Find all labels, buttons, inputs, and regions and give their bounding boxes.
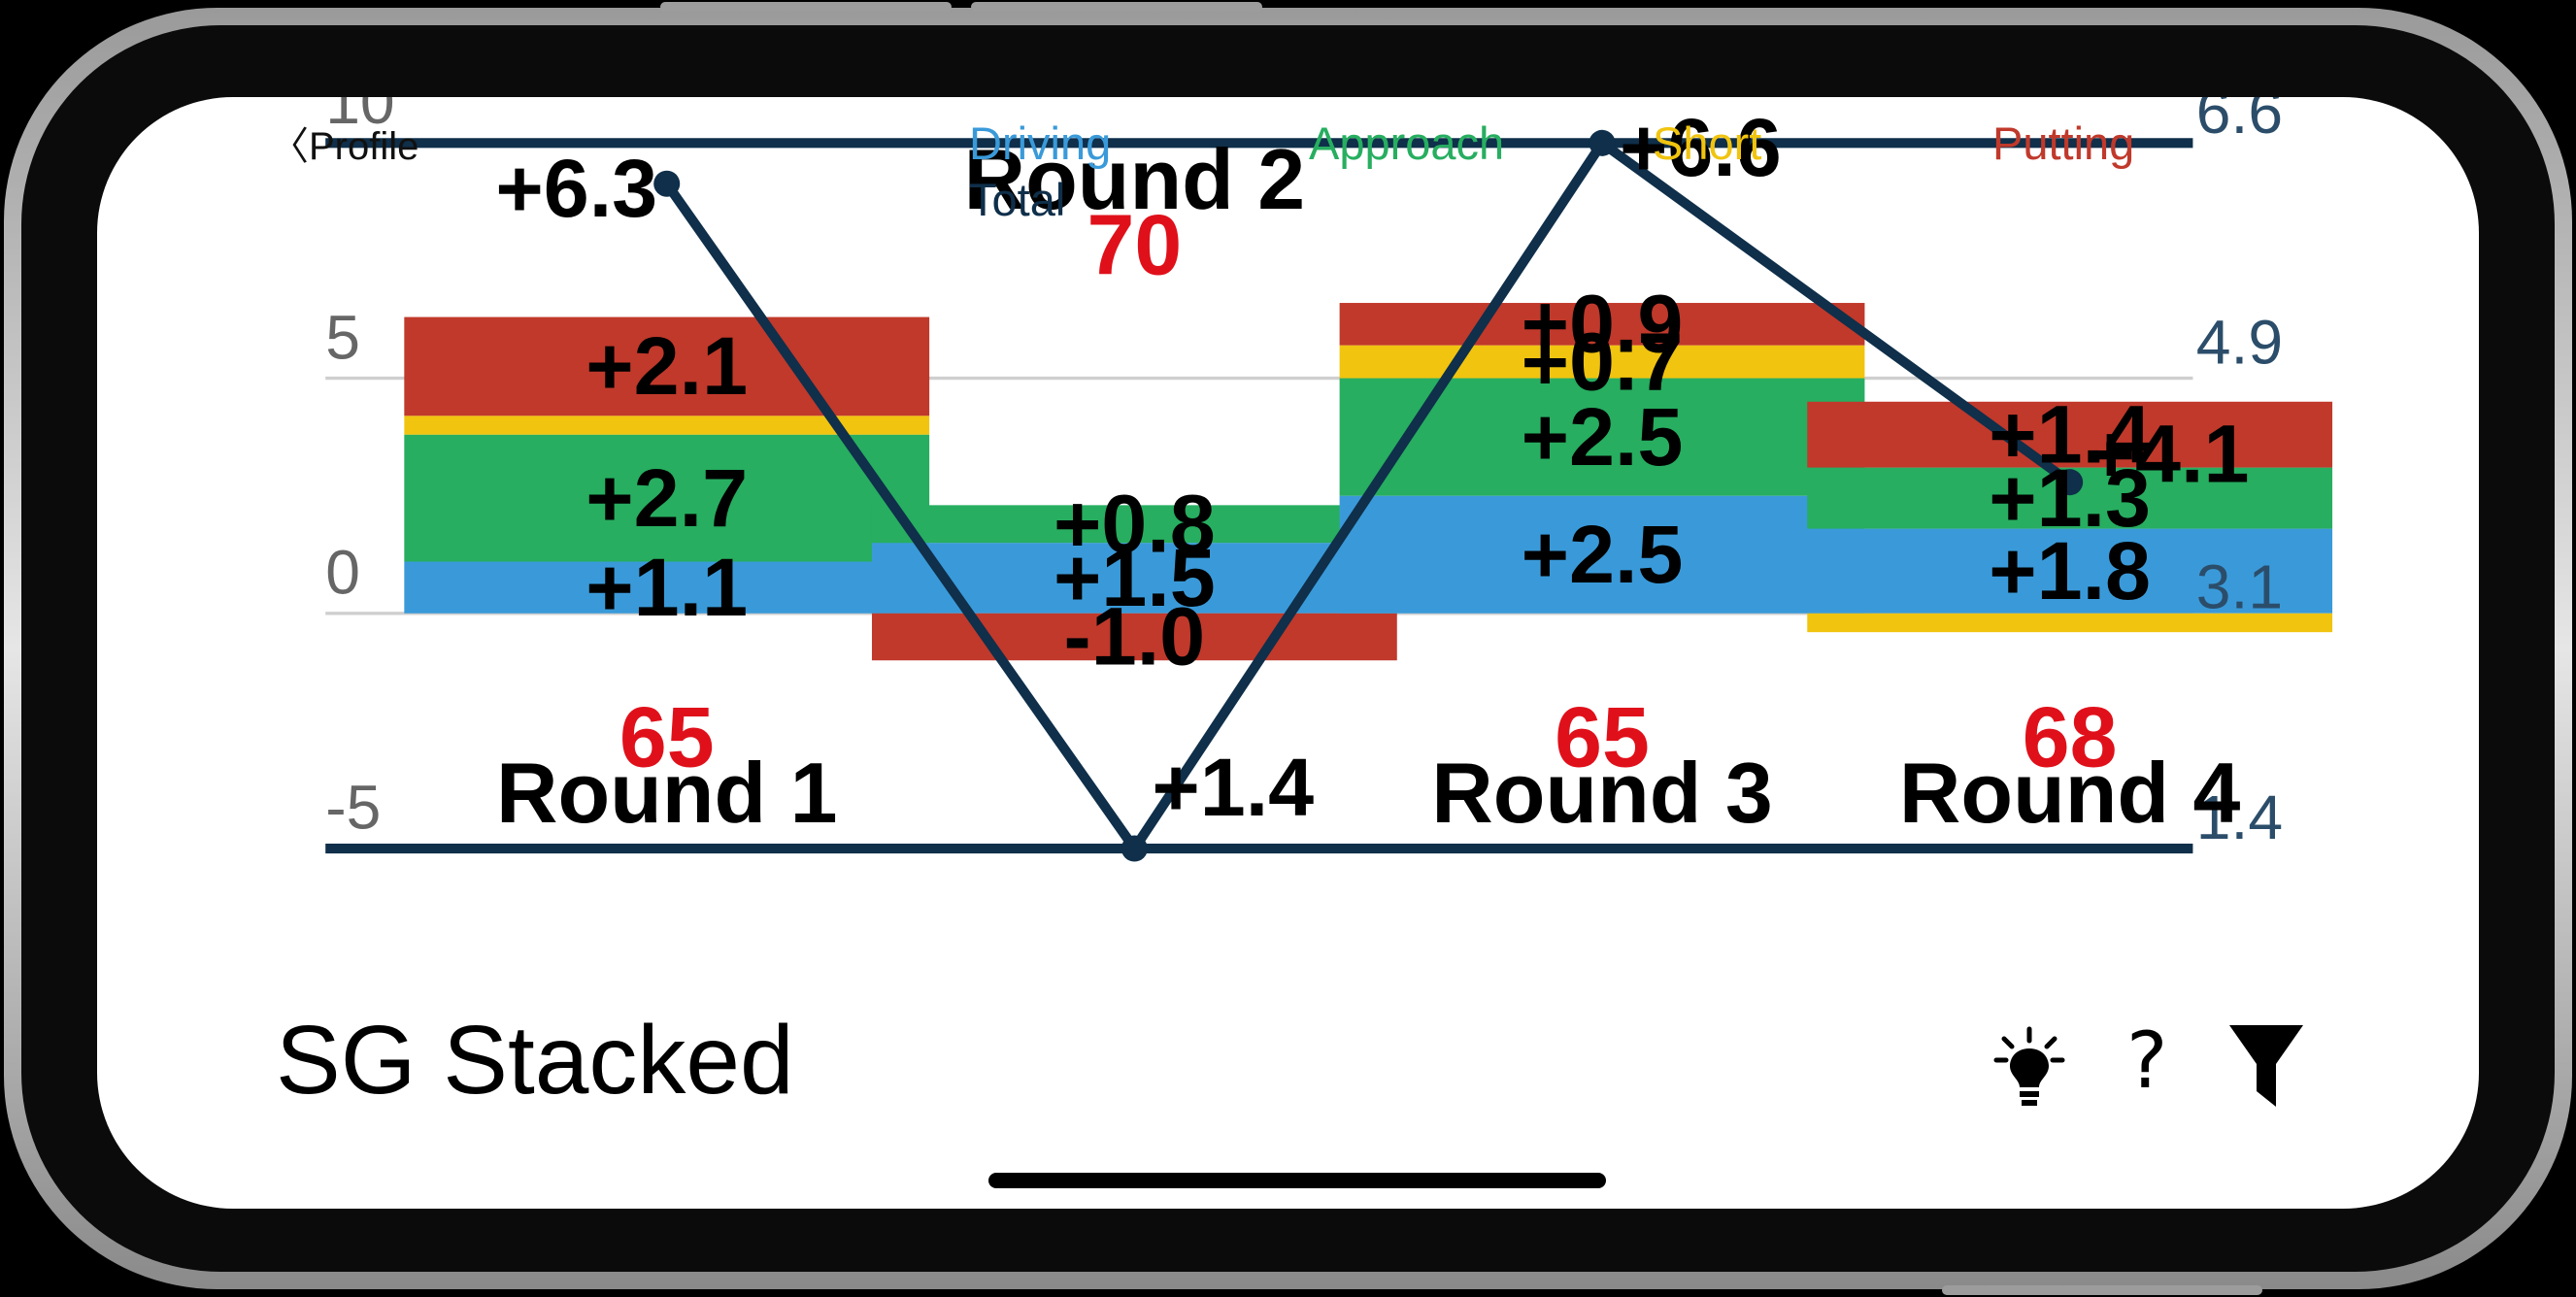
bar-segment-label: +2.1 <box>585 320 748 412</box>
home-indicator[interactable] <box>988 1173 1606 1188</box>
bar-segment-putting <box>1339 303 1865 346</box>
bar-segment-label: +1.8 <box>1989 525 2151 616</box>
bars-layer <box>404 303 2333 661</box>
legend-driving[interactable]: Driving <box>969 117 1112 169</box>
round-score: 68 <box>2023 689 2118 785</box>
round-score: 70 <box>1087 197 1182 293</box>
bar-segment-label: +0.8 <box>1054 478 1216 569</box>
total-point <box>653 170 681 197</box>
funnel-icon[interactable] <box>2225 1021 2307 1111</box>
total-point <box>1121 835 1148 862</box>
back-to-profile-link[interactable]: 〈Profile <box>270 125 419 168</box>
legend-putting[interactable]: Putting <box>1992 117 2135 169</box>
bar-segment-label: +2.7 <box>585 452 748 544</box>
total-point <box>2057 469 2084 496</box>
left-axis-tick-label: 0 <box>325 538 360 608</box>
total-line-layer <box>653 129 2084 862</box>
round-name: Round 4 <box>1899 745 2241 841</box>
round-name: Round 1 <box>496 745 837 841</box>
total-point-label: +1.4 <box>1152 742 1314 833</box>
bar-segment-label: +2.5 <box>1522 391 1684 482</box>
bar-segment-putting <box>1807 401 2333 468</box>
legend-approach[interactable]: Approach <box>1309 117 1505 169</box>
bar-segment-putting <box>871 613 1397 661</box>
total-point <box>1589 129 1616 156</box>
bar-segment-approach <box>404 434 930 562</box>
bar-segment-driving <box>404 561 930 614</box>
left-axis-tick-label: 5 <box>325 302 360 372</box>
bar-segment-short <box>1807 613 2333 633</box>
round-score: 65 <box>1555 689 1650 785</box>
legend-short[interactable]: Short <box>1653 117 1762 169</box>
bar-segment-short <box>1339 345 1865 379</box>
bar-segment-label: +1.5 <box>1054 532 1216 623</box>
bar-segment-short <box>404 416 930 435</box>
bar-segment-approach <box>1339 378 1865 496</box>
bar-segment-approach <box>871 505 1397 544</box>
app-screen: 10 5 0 -5 6.6 4.9 3.1 1.4 +1.1 +2.7 +2.1 +1.5 +0.8 -1… <box>97 97 2479 1209</box>
total-point-label: +6.6 <box>1620 102 1782 193</box>
round-name: Round 2 <box>964 131 1305 227</box>
total-series-line <box>662 138 2073 854</box>
page-title: SG Stacked <box>276 1006 794 1114</box>
bar-segment-label: +1.4 <box>1989 388 2151 480</box>
right-axis-tick-label: 3.1 <box>2196 551 2283 621</box>
total-point-label: +4.1 <box>2088 409 2250 500</box>
bar-segment-driving <box>1339 495 1865 614</box>
question-mark-icon[interactable]: ? <box>2126 1015 2168 1106</box>
right-axis-tick-label: 4.9 <box>2196 308 2283 378</box>
bar-segment-putting <box>404 316 930 416</box>
bar-segment-driving <box>1807 528 2333 614</box>
round-name: Round 3 <box>1431 745 1772 841</box>
sg-stacked-chart: 10 5 0 -5 6.6 4.9 3.1 1.4 +1.1+2.7 +2.1 +1.5+0.8 -1… <box>325 97 2333 862</box>
bar-segment-label: +1.3 <box>1989 452 2151 544</box>
total-point-label: +6.3 <box>495 143 657 234</box>
bar-segment-label: -1.0 <box>1064 591 1206 682</box>
bar-segment-label: +0.7 <box>1522 316 1684 407</box>
left-axis-tick-label: 10 <box>325 97 394 137</box>
labels-layer: 10 5 0 -5 6.6 4.9 3.1 1.4 +1.1+2.7 +2.1 +1.5+0.8 -1… <box>325 97 2283 852</box>
lightbulb-icon[interactable] <box>1991 1025 2068 1111</box>
right-axis-tick-label: 1.4 <box>2196 782 2283 852</box>
bar-segment-label: +2.5 <box>1522 509 1684 600</box>
bar-segment-label: +1.1 <box>585 542 748 633</box>
bar-segment-label: +0.9 <box>1522 279 1684 370</box>
legend-total[interactable]: Total <box>969 174 1066 225</box>
right-axis-tick-label: 6.6 <box>2196 97 2283 147</box>
left-axis-tick-label: -5 <box>325 773 381 843</box>
round-score: 65 <box>619 689 715 785</box>
